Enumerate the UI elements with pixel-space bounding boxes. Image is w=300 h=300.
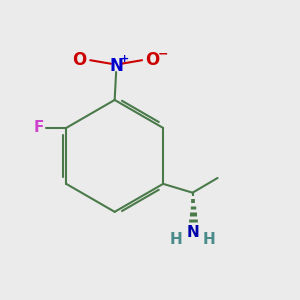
Text: −: − — [158, 48, 168, 61]
Text: F: F — [34, 120, 44, 135]
Text: O: O — [72, 51, 87, 69]
Text: N: N — [109, 57, 123, 75]
Text: N: N — [186, 225, 199, 240]
Text: H: H — [202, 232, 215, 247]
Text: H: H — [170, 232, 183, 247]
Text: +: + — [120, 54, 129, 64]
Text: O: O — [146, 51, 160, 69]
